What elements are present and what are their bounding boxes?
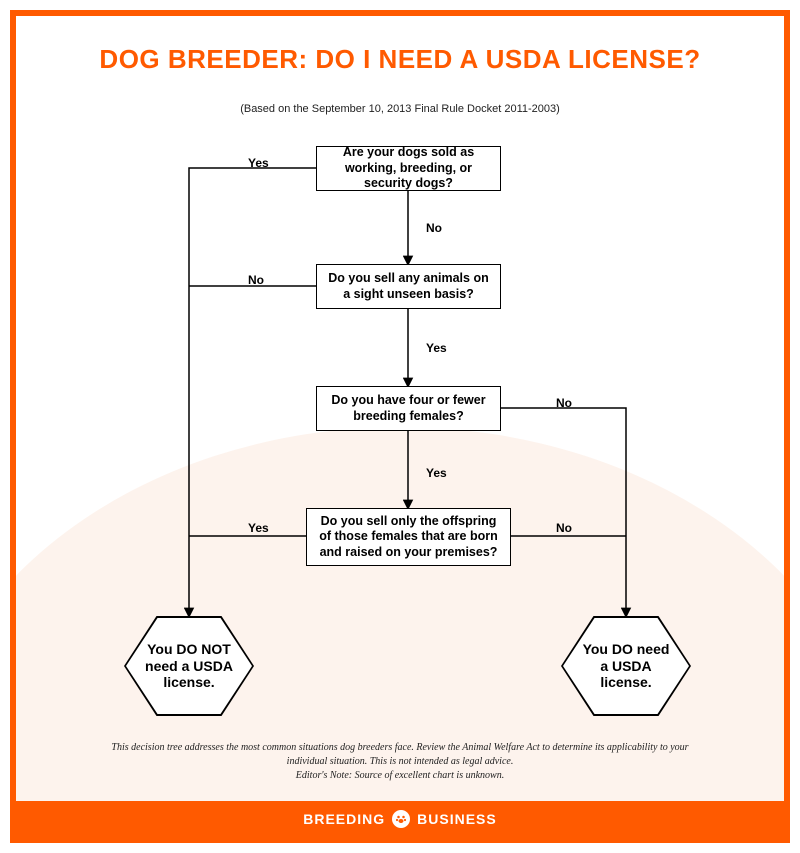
edge-label-q2-q3: Yes <box>426 341 447 355</box>
edge-label-q3-rYes: No <box>556 396 572 410</box>
edge-label-q4-rNo: Yes <box>248 521 269 535</box>
footer-brand-bar: BREEDING BUSINESS <box>16 801 784 837</box>
subtitle: (Based on the September 10, 2013 Final R… <box>16 103 784 115</box>
edge-label-q4-rYes: No <box>556 521 572 535</box>
disclaimer-line1: This decision tree addresses the most co… <box>96 741 704 769</box>
frame: DOG BREEDER: DO I NEED A USDA LICENSE? (… <box>10 10 790 843</box>
flowchart: Are your dogs sold as working, breeding,… <box>16 16 784 837</box>
edge-label-q2-rNo: No <box>248 273 264 287</box>
flow-node-q2: Do you sell any animals on a sight unsee… <box>316 264 501 309</box>
edge-label-q3-q4: Yes <box>426 466 447 480</box>
flow-node-q4: Do you sell only the offspring of those … <box>306 508 511 566</box>
edge-q3-rYes <box>501 408 626 616</box>
disclaimer-line2: Editor's Note: Source of excellent chart… <box>96 769 704 783</box>
edge-label-q1-rNo: Yes <box>248 156 269 170</box>
flow-node-q1: Are your dogs sold as working, breeding,… <box>316 146 501 191</box>
edge-q1-rNo <box>189 168 316 616</box>
edge-label-q1-q2: No <box>426 221 442 235</box>
brand-word-a: BREEDING <box>303 811 385 827</box>
disclaimer: This decision tree addresses the most co… <box>16 741 784 783</box>
flow-node-q3: Do you have four or fewer breeding femal… <box>316 386 501 431</box>
paw-icon <box>392 810 410 828</box>
brand-word-b: BUSINESS <box>417 811 497 827</box>
page-title: DOG BREEDER: DO I NEED A USDA LICENSE? <box>16 44 784 75</box>
